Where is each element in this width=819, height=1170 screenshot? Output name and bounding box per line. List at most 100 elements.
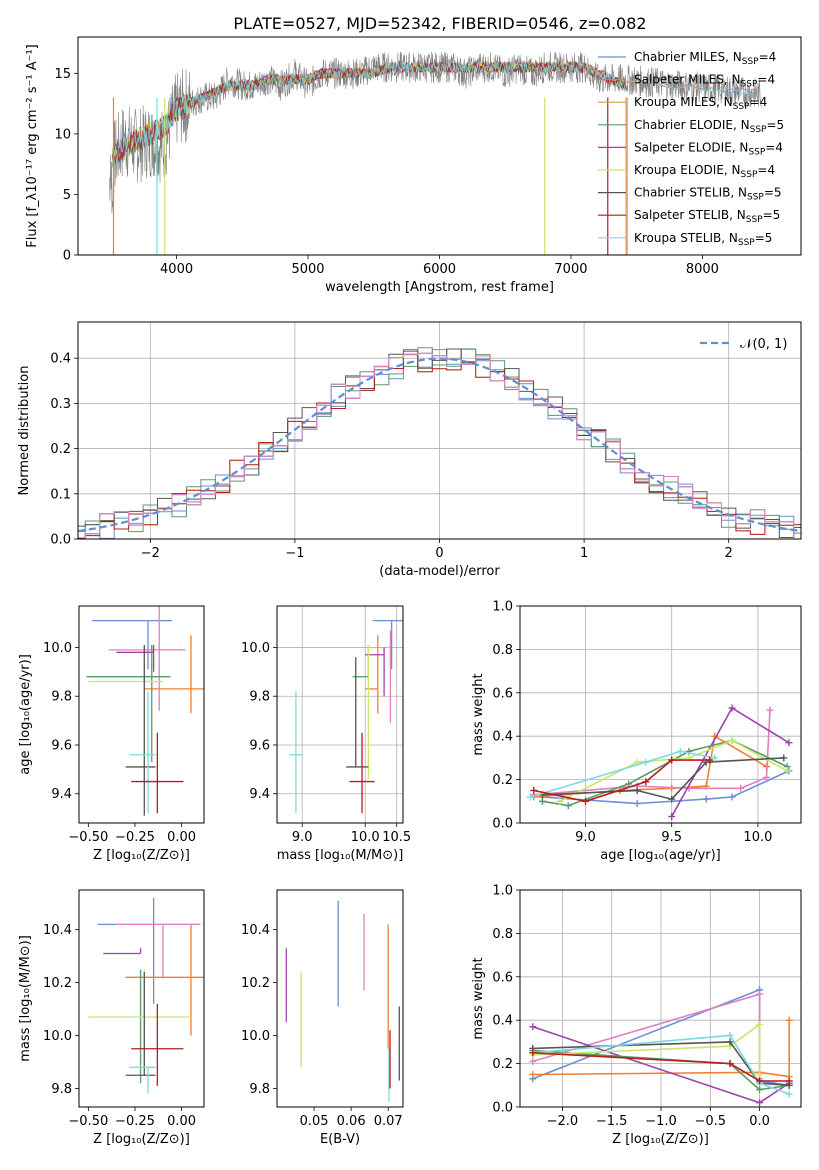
errorbar-plot [86, 606, 204, 816]
x-tick-label: 7000 [554, 262, 587, 277]
legend-label: Kroupa STELIB, NSSP=5 [634, 231, 772, 248]
legend-subscript: SSP [742, 57, 759, 67]
x-tick-label: 9.0 [575, 830, 596, 845]
y-tick-label: 0.6 [492, 970, 513, 985]
x-axis-label: Z [log₁₀(Z/Z⊙)] [93, 848, 190, 863]
x-tick-label: 4000 [160, 262, 193, 277]
y-tick-label: 10.4 [43, 923, 72, 938]
y-tick-label: 9.4 [51, 787, 72, 802]
errorbar-plot [88, 897, 204, 1094]
y-tick-label: 0.0 [492, 817, 513, 832]
y-tick-label: 10.2 [241, 976, 270, 991]
y-tick-label: 10.0 [43, 1029, 72, 1044]
histogram-series [78, 354, 801, 539]
residuals-plot [78, 347, 801, 539]
y-tick-label: 9.8 [51, 690, 72, 705]
axes-frame [276, 889, 404, 1108]
x-tick-label: −2 [141, 546, 160, 561]
y-axis-label: mass weight [471, 957, 486, 1039]
mass-weight-vs-Z-panel: −2.0 −1.5 −1.0 −0.5 0.0 0.0 0.2 0.4 0.6 0.8 1.0 Z [… [471, 884, 802, 1147]
legend-subscript: SSP [738, 238, 755, 248]
y-tick-label: 10 [54, 127, 71, 142]
y-tick-label: 9.8 [249, 1082, 270, 1097]
x-tick-label: 0.05 [300, 1114, 329, 1129]
axes-frame [78, 605, 205, 824]
figure-title: PLATE=0527, MJD=52342, FIBERID=0546, z=0… [233, 14, 646, 33]
y-tick-label: 0.6 [492, 686, 513, 701]
x-tick-label: 10.0 [351, 830, 380, 845]
x-tick-label: 0 [435, 546, 443, 561]
gaussian-curve [78, 357, 801, 533]
weight-series-line [532, 1052, 790, 1082]
x-tick-label: −0.5 [695, 1114, 727, 1129]
mass-weight-vs-age-panel: 9.0 9.5 10.0 0.0 0.2 0.4 0.6 0.8 1.0 age [log₁₀(a… [471, 600, 802, 863]
legend-label: 𝒩(0, 1) [740, 337, 787, 352]
legend-subscript: SSP [746, 215, 763, 225]
weight-series-line [532, 1022, 761, 1075]
y-tick-label: 0.8 [492, 927, 513, 942]
y-tick-label: 10.0 [241, 1029, 270, 1044]
histogram-series [78, 352, 801, 539]
y-tick-label: 0.4 [50, 352, 71, 367]
weight-series-line [532, 1034, 790, 1095]
y-tick-label: 0.1 [50, 487, 71, 502]
legend-suffix: =5 [755, 231, 773, 245]
legend-suffix: =5 [764, 186, 782, 200]
x-tick-label: 0.00 [167, 830, 196, 845]
y-tick-label: 9.8 [51, 1082, 72, 1097]
legend-subscript: SSP [741, 170, 758, 180]
x-axis-label: Z [log₁₀(Z/Z⊙)] [612, 1132, 709, 1147]
y-tick-label: 1.0 [492, 884, 513, 899]
mass-vs-Z-panel: −0.50 −0.25 0.00 9.8 10.0 10.2 10.4 Z [log₁₀(Z/… [18, 889, 205, 1147]
axes-frame [519, 605, 802, 824]
spectrum-plot [109, 51, 762, 255]
x-tick-label: −1 [285, 546, 304, 561]
y-axis-label: mass [log₁₀(M/M⊙)] [18, 935, 33, 1062]
errorbar-plot [285, 900, 400, 1102]
legend-label: Salpeter ELODIE, NSSP=4 [634, 140, 783, 157]
legend-label: Salpeter STELIB, NSSP=5 [634, 208, 780, 225]
axes-frame [77, 321, 802, 540]
model-spectrum-line [111, 60, 626, 163]
x-axis-label: wavelength [Angstrom, rest frame] [325, 280, 554, 295]
x-tick-label: 9.5 [661, 830, 682, 845]
mass-vs-ebv-panel: 0.05 0.06 0.07 9.8 10.0 10.2 10.4 E(B-V) [241, 889, 404, 1147]
y-tick-label: 10.4 [241, 923, 270, 938]
weight-series-line [530, 750, 715, 798]
y-tick-label: 0.0 [492, 1101, 513, 1116]
y-tick-label: 0 [63, 249, 71, 264]
axes-frame [276, 605, 404, 824]
legend-suffix: =4 [750, 95, 768, 109]
y-tick-label: 5 [63, 188, 71, 203]
legend-label: Salpeter MILES, NSSP=4 [634, 73, 775, 90]
x-tick-label: 10.5 [382, 830, 411, 845]
x-axis-label: (data-model)/error [379, 564, 500, 579]
x-tick-label: 5000 [291, 262, 324, 277]
y-tick-label: 1.0 [492, 600, 513, 615]
x-tick-label: −0.25 [115, 830, 155, 845]
errorbar-plot [289, 619, 403, 814]
x-tick-label: 0.00 [167, 1114, 196, 1129]
y-tick-label: 0.2 [492, 773, 513, 788]
y-tick-label: 0.3 [50, 397, 71, 412]
x-tick-label: 1 [580, 546, 588, 561]
x-tick-label: 0.07 [374, 1114, 403, 1129]
spectrum-legend: Chabrier MILES, NSSP=4 Salpeter MILES, NS… [598, 50, 784, 248]
x-tick-label: 10.0 [743, 830, 772, 845]
x-axis-label: E(B-V) [320, 1132, 360, 1147]
x-tick-label: 0.06 [337, 1114, 366, 1129]
legend-subscript: SSP [741, 80, 758, 90]
y-axis-label: Flux [f_λ10⁻¹⁷ erg cm⁻² s⁻¹ A⁻¹] [25, 44, 40, 248]
y-tick-label: 9.6 [51, 738, 72, 753]
y-axis-label: mass weight [471, 673, 486, 755]
legend-suffix: =4 [759, 50, 777, 64]
y-axis-label: age [log₁₀(age/yr)] [18, 654, 33, 775]
legend-subscript: SSP [748, 147, 765, 157]
legend-suffix: =4 [757, 73, 775, 87]
legend-subscript: SSP [733, 102, 750, 112]
x-axis-label: mass [log₁₀(M/M⊙)] [277, 848, 404, 863]
y-tick-label: 9.8 [249, 690, 270, 705]
y-axis-label: Normed distribution [17, 366, 32, 496]
weight-plot [526, 704, 793, 820]
